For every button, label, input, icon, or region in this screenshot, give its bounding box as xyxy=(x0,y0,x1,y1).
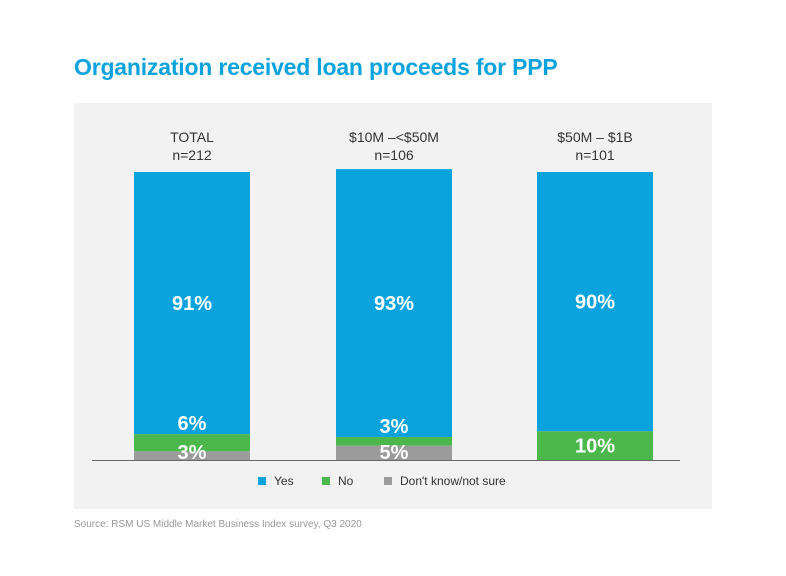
category-sample-size: n=106 xyxy=(374,147,414,163)
bar-segment-yes xyxy=(134,172,250,435)
bar-segment-unsure xyxy=(134,451,250,460)
bar-segment-unsure xyxy=(336,445,452,460)
chart-panel: TOTAL n=212 91% 6% 3% $10M –<$50M n=106 93% 3% 5%… xyxy=(74,103,712,509)
data-label-no: 10% xyxy=(575,436,615,458)
bar-segment-no xyxy=(336,436,452,446)
category-sample-size: n=101 xyxy=(575,147,615,163)
category-label: TOTAL xyxy=(170,129,214,145)
legend-label: Don't know/not sure xyxy=(400,474,506,488)
data-label-yes: 93% xyxy=(374,293,414,315)
category-label: $10M –<$50M xyxy=(349,129,439,145)
chart-title: Organization received loan proceeds for … xyxy=(74,54,558,80)
source-note: Source: RSM US Middle Market Business In… xyxy=(74,519,362,530)
data-label-unsure: 5% xyxy=(380,442,409,464)
data-label-unsure: 3% xyxy=(178,442,207,464)
bar-segment-yes xyxy=(336,169,452,437)
legend-swatch-unsure xyxy=(384,477,392,485)
data-label-no: 3% xyxy=(380,416,409,438)
data-label-yes: 90% xyxy=(575,292,615,314)
bar-segment-no xyxy=(134,434,250,452)
category-sample-size: n=212 xyxy=(172,147,212,163)
stacked-bar-chart: TOTAL n=212 91% 6% 3% $10M –<$50M n=106 93% 3% 5%… xyxy=(92,129,680,488)
legend-label: Yes xyxy=(274,474,294,488)
data-label-yes: 91% xyxy=(172,293,212,315)
category-label: $50M – $1B xyxy=(557,129,633,145)
bar-segment-no xyxy=(537,431,653,460)
legend-label: No xyxy=(338,474,354,488)
bar-segment-yes xyxy=(537,172,653,432)
legend-swatch-no xyxy=(322,477,330,485)
legend-swatch-yes xyxy=(258,477,266,485)
data-label-no: 6% xyxy=(178,413,207,435)
